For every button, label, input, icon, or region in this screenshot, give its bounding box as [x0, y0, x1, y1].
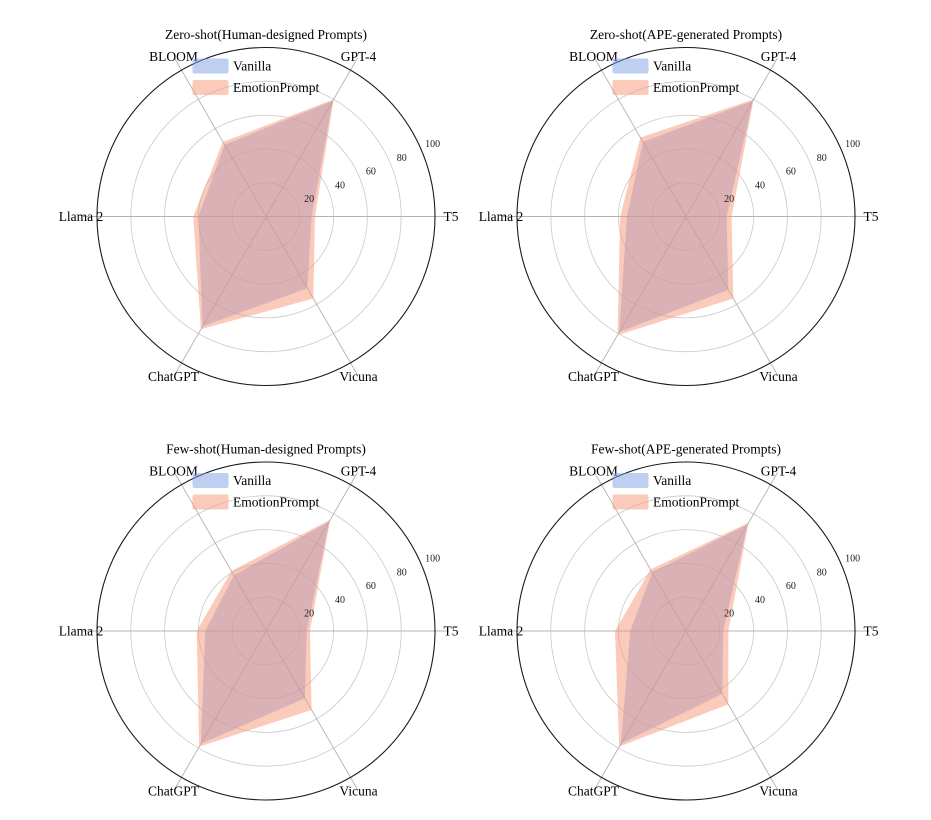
legend-label-vanilla: Vanilla: [233, 473, 271, 488]
outer-circle: [516, 46, 856, 387]
chart-title-4: Few-shot(APE-generated Prompts): [591, 442, 781, 457]
radial-tick-label-20: 20: [304, 609, 314, 620]
radial-tick-label-80: 80: [817, 153, 827, 164]
legend-label-emotionprompt: EmotionPrompt: [653, 80, 740, 95]
axis-label-llama-2: Llama 2: [479, 624, 524, 639]
radial-tick-label-20: 20: [724, 609, 734, 620]
radial-tick-label-60: 60: [786, 581, 796, 592]
radial-tick-label-60: 60: [786, 167, 796, 178]
radial-tick-label-100: 100: [845, 554, 860, 565]
radar-chart-2: 20 40 60 80 100 BLOOM GPT-4 T5 Vicuna ChatGPT Llam…: [479, 27, 879, 387]
axis-label-llama-2: Llama 2: [479, 209, 524, 224]
axis-label-t5: T5: [444, 209, 459, 224]
legend-label-vanilla: Vanilla: [653, 59, 691, 74]
radial-tick-label-20: 20: [304, 194, 314, 205]
axis-label-vicuna: Vicuna: [339, 369, 377, 384]
chart-title-1: Zero-shot(Human-designed Prompts): [165, 27, 367, 42]
radial-tick-label-20: 20: [724, 194, 734, 205]
radial-tick-label-40: 40: [755, 595, 765, 606]
radar-chart-3: 20 40 60 80 100 BLOOM GPT-4 T5 Vicuna ChatGPT Llam…: [59, 442, 459, 801]
axis-label-bloom: BLOOM: [569, 49, 618, 64]
axis-label-gpt-4: GPT-4: [341, 463, 377, 478]
axis-label-llama-2: Llama 2: [59, 209, 104, 224]
axis-label-llama-2: Llama 2: [59, 624, 104, 639]
legend: Vanilla EmotionPrompt: [612, 473, 740, 510]
emotionprompt-polygon: [617, 99, 754, 336]
radial-tick-label-80: 80: [817, 567, 827, 578]
radial-tick-label-60: 60: [366, 581, 376, 592]
axis-label-vicuna: Vicuna: [759, 784, 797, 799]
radial-tick-label-60: 60: [366, 167, 376, 178]
radial-tick-label-40: 40: [335, 595, 345, 606]
emotionprompt-polygon: [615, 522, 749, 747]
axis-label-chatgpt: ChatGPT: [148, 784, 200, 799]
emotionprompt-polygon: [193, 99, 334, 330]
axis-label-t5: T5: [864, 209, 879, 224]
legend: Vanilla EmotionPrompt: [192, 473, 320, 510]
radar-chart-1: 20 40 60 80 100 BLOOM GPT-4 T5 Vicuna ChatGPT Llam…: [59, 27, 459, 387]
legend-label-vanilla: Vanilla: [653, 473, 691, 488]
legend-emotionprompt-swatch: [612, 494, 649, 510]
legend-emotionprompt-swatch: [192, 494, 229, 510]
axis-label-gpt-4: GPT-4: [761, 49, 797, 64]
axis-label-t5: T5: [864, 624, 879, 639]
axis-label-chatgpt: ChatGPT: [568, 369, 620, 384]
legend-label-emotionprompt: EmotionPrompt: [653, 495, 740, 510]
legend-vanilla-swatch: [192, 58, 229, 74]
axis-label-chatgpt: ChatGPT: [568, 784, 620, 799]
legend-vanilla-swatch: [612, 58, 649, 74]
radial-tick-label-40: 40: [335, 180, 345, 191]
axis-label-vicuna: Vicuna: [339, 784, 377, 799]
legend: Vanilla EmotionPrompt: [612, 58, 740, 95]
axis-label-gpt-4: GPT-4: [341, 49, 377, 64]
legend-label-emotionprompt: EmotionPrompt: [233, 80, 320, 95]
legend: Vanilla EmotionPrompt: [192, 58, 320, 95]
axis-label-bloom: BLOOM: [149, 49, 198, 64]
legend-vanilla-swatch: [612, 473, 649, 488]
axis-label-t5: T5: [444, 624, 459, 639]
legend-label-emotionprompt: EmotionPrompt: [233, 495, 320, 510]
axis-label-bloom: BLOOM: [569, 463, 618, 478]
radar-chart-4: 20 40 60 80 100 BLOOM GPT-4 T5 Vicuna ChatGPT Llam…: [479, 442, 879, 801]
axis-label-chatgpt: ChatGPT: [148, 369, 200, 384]
legend-emotionprompt-swatch: [192, 80, 229, 95]
axis-label-bloom: BLOOM: [149, 463, 198, 478]
emotionprompt-polygon: [196, 519, 331, 747]
outer-circle: [96, 461, 436, 801]
radial-tick-label-100: 100: [845, 139, 860, 150]
chart-title-3: Few-shot(Human-designed Prompts): [166, 442, 366, 457]
legend-vanilla-swatch: [192, 473, 229, 488]
outer-circle: [516, 461, 856, 801]
axis-label-vicuna: Vicuna: [759, 369, 797, 384]
radial-tick-label-80: 80: [397, 567, 407, 578]
chart-title-2: Zero-shot(APE-generated Prompts): [590, 27, 782, 42]
legend-emotionprompt-swatch: [612, 80, 649, 95]
radial-tick-label-40: 40: [755, 180, 765, 191]
legend-label-vanilla: Vanilla: [233, 59, 271, 74]
axis-label-gpt-4: GPT-4: [761, 463, 797, 478]
radial-tick-label-100: 100: [425, 139, 440, 150]
radial-tick-label-80: 80: [397, 153, 407, 164]
outer-circle: [96, 46, 436, 387]
radial-tick-label-100: 100: [425, 554, 440, 565]
